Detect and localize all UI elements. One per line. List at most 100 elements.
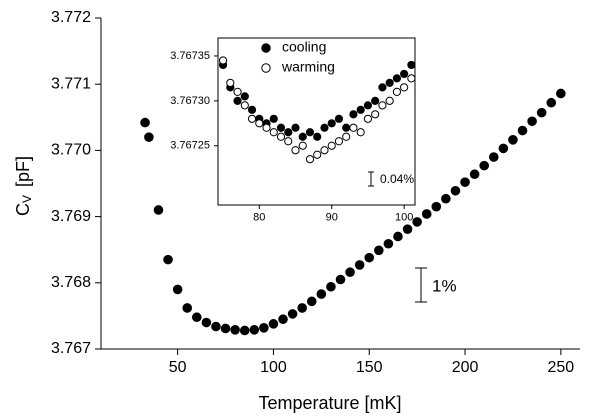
data-point (469, 169, 480, 180)
y-tick-label: 3.76735 (170, 50, 210, 62)
data-point (556, 88, 566, 99)
annotation: 1% (432, 276, 457, 295)
data-point (298, 132, 307, 141)
data-point (249, 325, 260, 335)
data-point (385, 96, 394, 105)
x-axis-label: Temperature [mK] (258, 393, 401, 413)
y-tick-label: 3.767 (51, 340, 91, 357)
data-point (297, 303, 307, 313)
data-point (276, 123, 286, 132)
data-point (268, 319, 279, 329)
data-point (431, 201, 442, 212)
data-point (233, 96, 242, 105)
legend-marker (261, 63, 271, 73)
data-point (153, 205, 164, 215)
data-point (291, 146, 300, 155)
data-point (233, 87, 242, 96)
data-point (349, 110, 358, 119)
y-tick-label: 3.770 (51, 142, 91, 159)
data-point (255, 119, 264, 128)
y-tick-label: 3.76730 (170, 95, 210, 107)
data-point (247, 105, 257, 114)
data-point (192, 312, 202, 323)
data-point (327, 119, 336, 128)
x-tick-label: 100 (260, 359, 287, 376)
data-point (421, 209, 432, 219)
data-point (407, 74, 416, 83)
data-point (291, 123, 300, 132)
data-point (247, 114, 257, 123)
data-point (383, 238, 394, 249)
data-point (441, 193, 451, 204)
data-point (306, 296, 317, 307)
data-point (284, 128, 293, 137)
data-point (298, 141, 307, 150)
x-tick-label: 200 (452, 359, 479, 376)
data-point (269, 128, 278, 137)
data-point (385, 78, 394, 87)
data-point (371, 96, 380, 105)
data-point (407, 60, 416, 70)
y-tick-label: 3.769 (51, 208, 91, 225)
data-point (313, 150, 322, 159)
data-point (356, 105, 365, 114)
data-point (313, 132, 322, 141)
scale-bar (415, 267, 427, 303)
data-point (450, 185, 461, 196)
data-point (356, 128, 365, 137)
data-point (144, 132, 154, 142)
data-point (400, 83, 409, 92)
data-point (392, 74, 401, 83)
data-point (393, 231, 403, 242)
data-point (278, 314, 288, 325)
y-tick-label: 3.772 (51, 9, 91, 26)
data-point (508, 135, 518, 145)
annotation: 0.04% (380, 172, 414, 186)
data-point (163, 254, 173, 265)
data-point (402, 224, 413, 234)
data-point (378, 101, 387, 110)
data-point (201, 317, 212, 328)
y-tick-label: 3.768 (51, 274, 91, 291)
data-point (239, 325, 250, 336)
legend-label: cooling (282, 39, 326, 55)
data-point (364, 252, 375, 263)
data-point (342, 132, 351, 141)
data-point (326, 281, 336, 292)
data-point (230, 325, 240, 335)
data-point (240, 92, 249, 101)
data-point (498, 143, 509, 154)
data-point (305, 128, 315, 137)
y-axis-label: CV [pF] (13, 156, 34, 216)
data-point (363, 101, 373, 110)
data-point (262, 123, 271, 132)
x-tick-label: 90 (326, 212, 338, 224)
data-point (287, 309, 298, 319)
y-tick-label: 3.771 (51, 75, 91, 92)
data-point (320, 146, 329, 155)
data-point (412, 217, 422, 227)
data-point (327, 141, 336, 150)
data-point (220, 323, 231, 334)
data-point (140, 117, 150, 128)
data-point (284, 137, 293, 146)
data-point (392, 87, 401, 96)
data-point (374, 245, 384, 256)
y-label-subscript: V (20, 195, 34, 203)
data-point (371, 110, 380, 119)
x-tick-label: 100 (395, 212, 413, 224)
data-point (269, 114, 278, 123)
data-point (276, 132, 286, 141)
data-point (218, 56, 228, 65)
data-point (460, 177, 470, 187)
data-point (334, 137, 344, 146)
data-point (182, 303, 193, 313)
data-point (354, 260, 365, 270)
data-point (305, 155, 315, 164)
data-point (536, 107, 547, 118)
data-point (320, 123, 329, 132)
data-point (335, 274, 346, 285)
y-label-unit: [pF] (13, 156, 33, 187)
data-point (400, 69, 409, 79)
data-point (517, 125, 528, 136)
